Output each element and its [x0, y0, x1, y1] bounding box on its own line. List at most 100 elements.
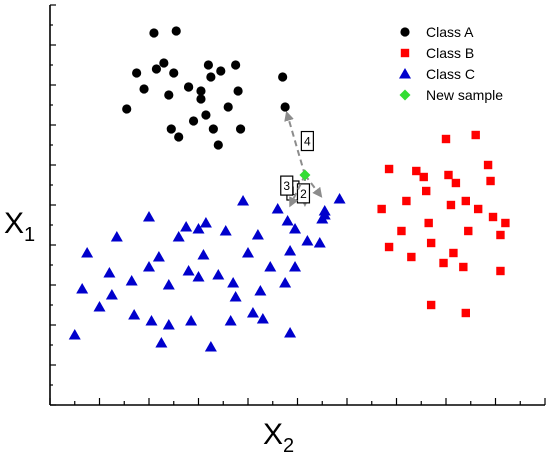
- data-point: [172, 231, 185, 242]
- legend-item: New sample: [399, 87, 503, 103]
- data-point: [229, 291, 242, 302]
- data-point: [103, 267, 116, 278]
- data-point: [184, 82, 194, 92]
- data-point: [318, 209, 331, 220]
- distance-arrow: [289, 174, 306, 208]
- data-point: [143, 211, 155, 222]
- series-class-c: [68, 193, 346, 352]
- legend-label: Class A: [426, 24, 474, 40]
- data-point: [139, 84, 149, 94]
- legend-label: Class C: [426, 66, 475, 82]
- data-point: [461, 196, 470, 206]
- data-point: [496, 266, 505, 276]
- data-point: [299, 169, 311, 181]
- data-point: [471, 130, 480, 140]
- data-point: [151, 64, 162, 74]
- data-point: [128, 309, 141, 320]
- y-axis-label-sub: 1: [24, 224, 35, 246]
- step-label-box: [280, 175, 294, 196]
- x-axis-label-main: X: [263, 418, 283, 451]
- data-point: [397, 226, 406, 236]
- data-point: [235, 124, 246, 134]
- data-point: [196, 94, 206, 104]
- legend-marker: [399, 68, 411, 79]
- data-point: [281, 215, 294, 226]
- legend-item: Class B: [400, 45, 474, 61]
- y-axis: [49, 4, 56, 406]
- x-axis-label-sub: 2: [283, 435, 294, 457]
- y-axis-label: X1: [4, 207, 35, 246]
- data-point: [145, 315, 158, 326]
- data-point: [486, 176, 495, 186]
- data-point: [149, 28, 159, 38]
- legend-label: Class B: [426, 45, 474, 61]
- distance-arrow: [304, 174, 323, 198]
- data-point: [219, 225, 232, 236]
- step-label-box: [300, 130, 314, 152]
- data-point: [464, 226, 473, 236]
- data-point: [496, 230, 505, 240]
- data-point: [426, 238, 436, 248]
- data-point: [166, 124, 176, 134]
- data-point: [264, 261, 277, 272]
- data-point: [284, 245, 297, 256]
- data-point: [419, 172, 428, 182]
- legend-marker: [400, 48, 410, 58]
- data-point: [473, 204, 483, 214]
- data-point: [185, 315, 198, 326]
- data-point: [422, 186, 431, 196]
- data-point: [384, 164, 394, 174]
- legend-marker: [400, 27, 410, 37]
- data-point: [313, 237, 326, 248]
- data-point: [93, 301, 106, 312]
- data-point: [206, 72, 216, 82]
- data-point: [162, 279, 175, 290]
- series-class-b: [377, 130, 510, 318]
- data-point: [81, 247, 94, 258]
- step-label: 4: [304, 135, 311, 149]
- data-point: [203, 60, 213, 70]
- step-label: 2: [300, 187, 307, 201]
- legend-item: Class C: [399, 66, 475, 82]
- data-point: [199, 217, 212, 228]
- data-point: [461, 308, 470, 318]
- data-point: [182, 265, 195, 276]
- data-point: [407, 252, 416, 262]
- data-point: [201, 110, 211, 120]
- series-new-sample: [299, 169, 311, 181]
- data-point: [271, 203, 284, 214]
- data-point: [444, 170, 453, 180]
- data-point: [459, 262, 468, 272]
- data-point: [223, 102, 233, 112]
- data-point: [251, 229, 264, 240]
- data-point: [197, 249, 210, 260]
- data-point: [169, 68, 179, 78]
- data-point: [412, 166, 421, 176]
- data-point: [224, 315, 237, 326]
- data-point: [289, 261, 302, 272]
- data-point: [301, 235, 314, 246]
- data-point: [256, 313, 269, 324]
- data-point: [122, 104, 132, 114]
- data-point: [242, 247, 254, 258]
- data-point: [196, 86, 206, 96]
- data-point: [446, 200, 456, 210]
- data-point: [192, 271, 205, 282]
- data-point: [68, 329, 81, 340]
- data-point: [152, 251, 165, 262]
- data-point: [159, 58, 169, 68]
- y-axis-label-main: X: [4, 207, 24, 240]
- data-point: [237, 195, 250, 206]
- data-point: [278, 72, 288, 82]
- data-point: [76, 283, 89, 294]
- data-point: [284, 327, 297, 338]
- data-point: [132, 68, 142, 78]
- legend-label: New sample: [426, 87, 503, 103]
- data-point: [441, 134, 451, 144]
- data-point: [449, 248, 458, 258]
- data-point: [212, 269, 225, 280]
- data-point: [216, 66, 226, 76]
- data-point: [279, 277, 292, 288]
- distance-arrow: [284, 110, 306, 176]
